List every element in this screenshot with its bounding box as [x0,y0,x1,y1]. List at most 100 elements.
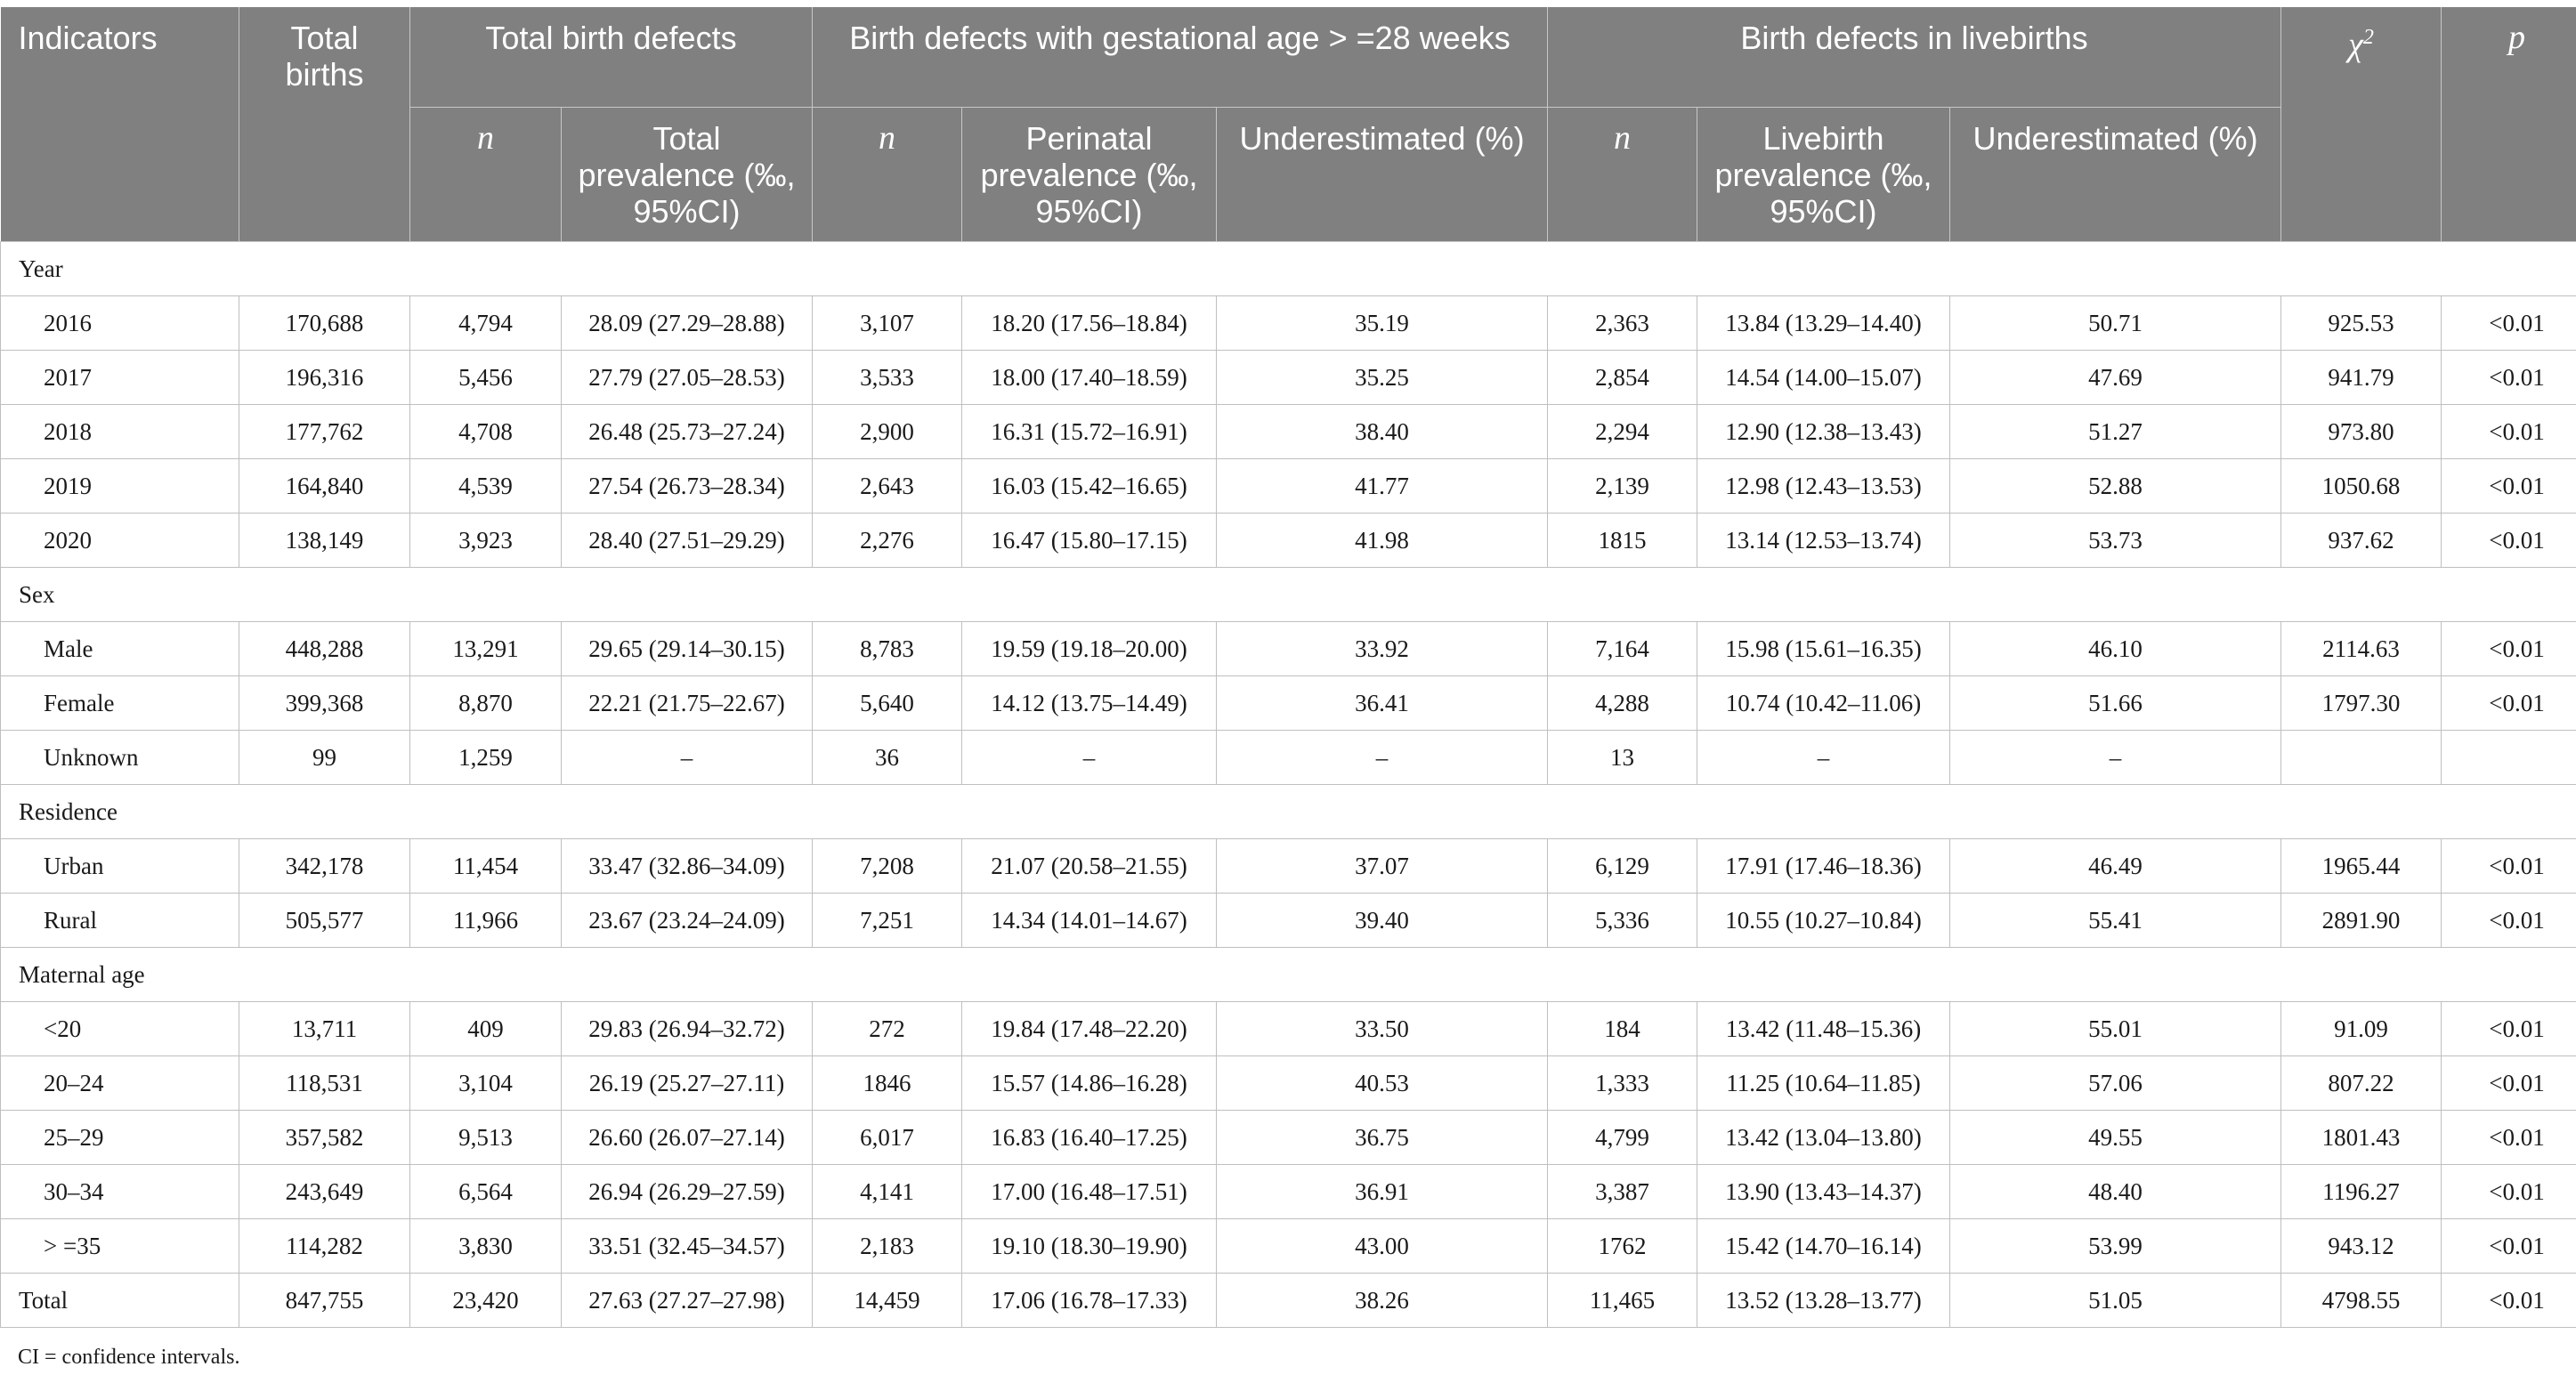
cell-total-births: 196,316 [239,350,410,405]
table-row: 2018 177,762 4,708 26.48 (25.73–27.24) 2,900… [0,404,2576,459]
cell-n-livebirth: 11,465 [1547,1273,1697,1328]
cell-underestimated-livebirth: 51.66 [1949,675,2282,731]
cell-n-total: 13,291 [409,621,562,676]
cell-n-livebirth: 2,294 [1547,404,1697,459]
table-body: Year 2016 170,688 4,794 28.09 (27.29–28.88) 3… [0,241,2576,1328]
cell-livebirth-prevalence: 17.91 (17.46–18.36) [1697,838,1950,894]
table-row: Rural 505,577 11,966 23.67 (23.24–24.09) 7,2… [0,893,2576,948]
cell-chi-square: 807.22 [2280,1055,2442,1111]
cell-n-perinatal: 1846 [812,1055,962,1111]
data-table-container: Indicators Total births Total birth defe… [0,7,2576,1328]
cell-perinatal-prevalence: 19.84 (17.48–22.20) [961,1001,1217,1056]
cell-livebirth-prevalence: 13.14 (12.53–13.74) [1697,513,1950,568]
cell-livebirth-prevalence: 13.52 (13.28–13.77) [1697,1273,1950,1328]
cell-underestimated-perinatal: 40.53 [1216,1055,1548,1111]
cell-perinatal-prevalence: 14.12 (13.75–14.49) [961,675,1217,731]
cell-total-births: 164,840 [239,458,410,514]
cell-n-perinatal: 14,459 [812,1273,962,1328]
cell-p-value: <0.01 [2441,838,2576,894]
cell-n-total: 23,420 [409,1273,562,1328]
cell-n-livebirth: 4,288 [1547,675,1697,731]
cell-total-prevalence: 33.51 (32.45–34.57) [561,1218,813,1274]
cell-n-perinatal: 7,251 [812,893,962,948]
cell-perinatal-prevalence: 18.20 (17.56–18.84) [961,295,1217,351]
table-row: 2019 164,840 4,539 27.54 (26.73–28.34) 2,643… [0,458,2576,514]
cell-livebirth-prevalence: 10.74 (10.42–11.06) [1697,675,1950,731]
header-total-prevalence: Total prevalence (‰, 95%CI) [561,107,813,242]
cell-underestimated-livebirth: 48.40 [1949,1164,2282,1219]
cell-n-perinatal: 8,783 [812,621,962,676]
cell-total-prevalence: 33.47 (32.86–34.09) [561,838,813,894]
cell-n-perinatal: 6,017 [812,1110,962,1165]
cell-underestimated-perinatal: 39.40 [1216,893,1548,948]
cell-underestimated-livebirth: 49.55 [1949,1110,2282,1165]
row-label: Male [0,621,239,676]
cell-n-perinatal: 7,208 [812,838,962,894]
cell-p-value: <0.01 [2441,1110,2576,1165]
total-row: Total 847,755 23,420 27.63 (27.27–27.98) 14,… [0,1273,2576,1328]
cell-perinatal-prevalence: 16.03 (15.42–16.65) [961,458,1217,514]
cell-perinatal-prevalence: 16.47 (15.80–17.15) [961,513,1217,568]
cell-n-total: 8,870 [409,675,562,731]
cell-perinatal-prevalence: 18.00 (17.40–18.59) [961,350,1217,405]
cell-total-prevalence: 26.60 (26.07–27.14) [561,1110,813,1165]
cell-underestimated-perinatal: 41.98 [1216,513,1548,568]
cell-livebirth-prevalence: 13.42 (11.48–15.36) [1697,1001,1950,1056]
cell-p-value: <0.01 [2441,1001,2576,1056]
cell-chi-square: 2891.90 [2280,893,2442,948]
cell-underestimated-livebirth: 57.06 [1949,1055,2282,1111]
section-row: Maternal age [0,947,2576,1002]
cell-n-livebirth: 3,387 [1547,1164,1697,1219]
cell-total-prevalence: 26.48 (25.73–27.24) [561,404,813,459]
table-row: Urban 342,178 11,454 33.47 (32.86–34.09) 7,2… [0,838,2576,894]
cell-perinatal-prevalence: 17.00 (16.48–17.51) [961,1164,1217,1219]
cell-total-prevalence: 28.09 (27.29–28.88) [561,295,813,351]
cell-perinatal-prevalence: 21.07 (20.58–21.55) [961,838,1217,894]
cell-underestimated-perinatal: 41.77 [1216,458,1548,514]
cell-total-prevalence: 27.63 (27.27–27.98) [561,1273,813,1328]
cell-underestimated-livebirth: 51.05 [1949,1273,2282,1328]
cell-n-perinatal: 3,533 [812,350,962,405]
cell-n-livebirth: 7,164 [1547,621,1697,676]
cell-chi-square: 943.12 [2280,1218,2442,1274]
cell-n-livebirth: 13 [1547,730,1697,785]
cell-n-perinatal: 36 [812,730,962,785]
row-label: Urban [0,838,239,894]
cell-total-births: 448,288 [239,621,410,676]
cell-p-value: <0.01 [2441,675,2576,731]
cell-p-value: <0.01 [2441,1218,2576,1274]
cell-p-value: <0.01 [2441,1055,2576,1111]
cell-total-prevalence: 29.83 (26.94–32.72) [561,1001,813,1056]
cell-n-total: 409 [409,1001,562,1056]
cell-n-total: 4,794 [409,295,562,351]
header-chi-square: χ2 [2280,7,2442,242]
cell-underestimated-perinatal: 35.25 [1216,350,1548,405]
section-title: Sex [0,567,2576,622]
cell-n-total: 9,513 [409,1110,562,1165]
cell-total-births: 243,649 [239,1164,410,1219]
cell-chi-square [2280,730,2442,785]
cell-underestimated-livebirth: – [1949,730,2282,785]
cell-total-prevalence: 22.21 (21.75–22.67) [561,675,813,731]
cell-underestimated-perinatal: 38.40 [1216,404,1548,459]
row-label: 2020 [0,513,239,568]
cell-p-value: <0.01 [2441,1164,2576,1219]
cell-underestimated-livebirth: 47.69 [1949,350,2282,405]
header-underestimated-livebirth: Underestimated (%) [1949,107,2282,242]
cell-underestimated-perinatal: 33.50 [1216,1001,1548,1056]
cell-underestimated-livebirth: 50.71 [1949,295,2282,351]
cell-chi-square: 1965.44 [2280,838,2442,894]
table-row: 20–24 118,531 3,104 26.19 (25.27–27.11) 1846… [0,1055,2576,1111]
chi-symbol: χ [2348,26,2363,64]
cell-chi-square: 2114.63 [2280,621,2442,676]
header-n-perinatal: n [812,107,962,242]
row-label: 30–34 [0,1164,239,1219]
cell-underestimated-perinatal: 33.92 [1216,621,1548,676]
cell-n-perinatal: 5,640 [812,675,962,731]
row-label: > =35 [0,1218,239,1274]
header-n-total: n [409,107,562,242]
cell-p-value: <0.01 [2441,621,2576,676]
section-title: Year [0,241,2576,296]
cell-livebirth-prevalence: 12.90 (12.38–13.43) [1697,404,1950,459]
cell-livebirth-prevalence: 15.42 (14.70–16.14) [1697,1218,1950,1274]
